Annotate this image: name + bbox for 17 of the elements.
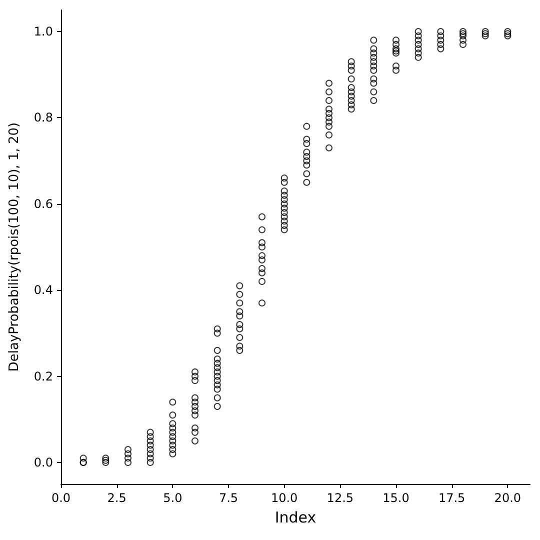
- y-tick-label: 0.6: [34, 196, 53, 211]
- x-tick-label: 0.0: [51, 491, 71, 505]
- x-tick-label: 12.5: [326, 491, 354, 505]
- y-tick-label: 0.2: [34, 369, 53, 384]
- x-tick-label: 17.5: [438, 491, 466, 505]
- y-tick-label: 0.8: [34, 110, 53, 125]
- y-tick-label: 0.0: [34, 455, 53, 470]
- y-tick-label: 0.4: [34, 283, 53, 298]
- y-tick-label: 1.0: [34, 24, 53, 39]
- x-tick-label: 10.0: [270, 491, 298, 505]
- x-axis-title: Index: [274, 508, 316, 526]
- x-tick-label: 20.0: [494, 491, 522, 505]
- x-tick-label: 2.5: [107, 491, 126, 505]
- x-tick-label: 15.0: [382, 491, 410, 505]
- x-tick-label: 5.0: [163, 491, 182, 505]
- y-axis-title: DelayProbability(rpois(100, 10), 1, 20): [7, 122, 22, 372]
- x-tick-label: 7.5: [218, 491, 238, 505]
